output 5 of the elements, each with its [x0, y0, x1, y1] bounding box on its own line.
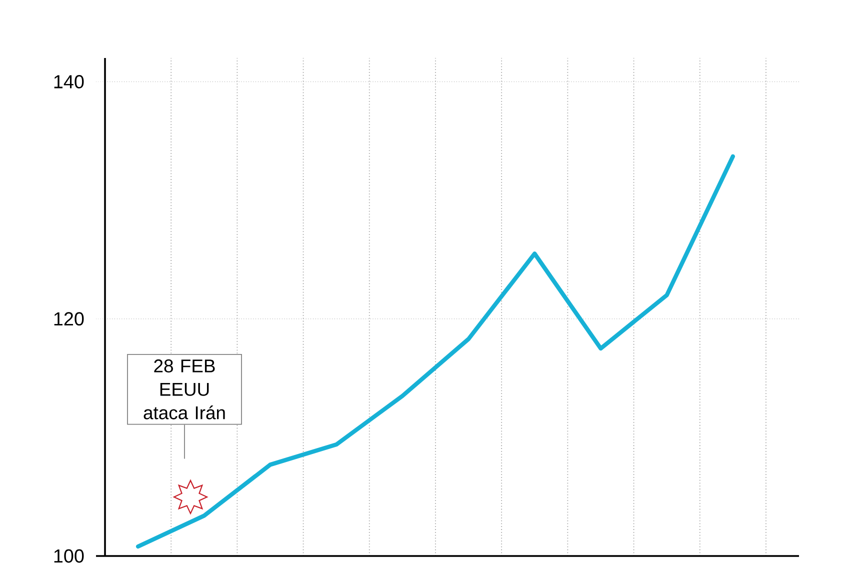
line-series: [136, 154, 736, 549]
annotation: 28 FEB EEUU ataca Irán: [144, 359, 225, 420]
y-tick-label: 100: [54, 549, 84, 563]
y-tick-label: 140: [54, 75, 84, 88]
y-tick-label: 120: [54, 312, 84, 326]
